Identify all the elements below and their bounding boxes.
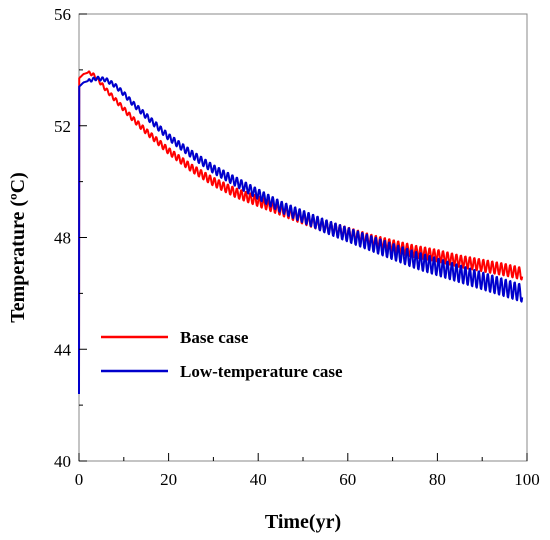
series-layer: [78, 70, 524, 394]
series-line-base-case: [78, 70, 524, 394]
series-line-low-temperature-case: [78, 75, 524, 394]
y-axis-title: Temperature (ºC): [7, 172, 29, 322]
x-tick-label: 0: [75, 470, 84, 489]
legend-label-base-case: Base case: [180, 328, 249, 347]
legend-label-low-temperature-case: Low-temperature case: [180, 362, 343, 381]
x-tick-label: 60: [339, 470, 356, 489]
x-tick-label: 40: [250, 470, 267, 489]
plot-area: 0 20 40 60 80 100 40 44 48 52 56: [54, 5, 540, 489]
y-tick-label: 44: [54, 340, 72, 359]
y-tick-label: 56: [54, 5, 71, 24]
legend: Base case Low-temperature case: [101, 328, 343, 381]
x-axis-title: Time(yr): [265, 511, 341, 533]
axes-layer: 0 20 40 60 80 100 40 44 48 52 56: [54, 5, 540, 489]
x-tick-label: 100: [514, 470, 540, 489]
plot-frame: [78, 13, 528, 462]
y-tick-label: 52: [54, 117, 71, 136]
y-tick-label: 40: [54, 452, 71, 471]
x-tick-label: 80: [429, 470, 446, 489]
y-tick-label: 48: [54, 229, 71, 248]
x-tick-label: 20: [160, 470, 177, 489]
